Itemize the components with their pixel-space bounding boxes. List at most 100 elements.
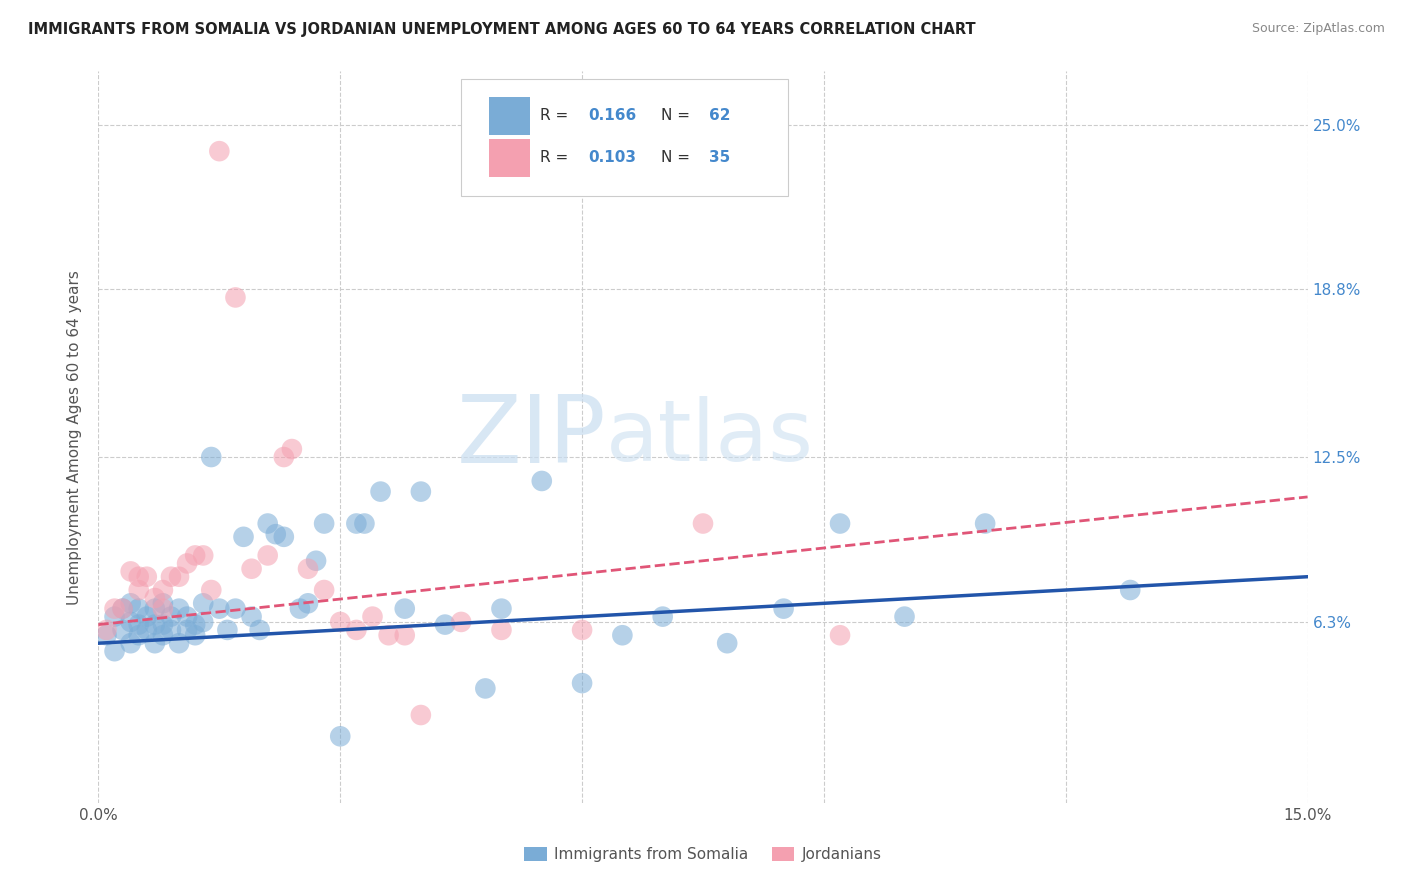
Point xyxy=(152,596,174,610)
Point xyxy=(135,570,157,584)
Point xyxy=(143,636,166,650)
Point xyxy=(281,442,304,456)
Point xyxy=(143,601,166,615)
Text: R =: R = xyxy=(540,109,572,123)
Point xyxy=(152,601,174,615)
Point xyxy=(409,484,432,499)
Point xyxy=(434,617,457,632)
Point xyxy=(249,623,271,637)
Point xyxy=(103,644,125,658)
Point xyxy=(329,729,352,743)
Point xyxy=(184,628,207,642)
Point xyxy=(651,609,673,624)
Point xyxy=(160,570,183,584)
Point xyxy=(491,623,513,637)
Point xyxy=(224,290,246,304)
Point xyxy=(128,601,150,615)
Text: 0.166: 0.166 xyxy=(588,109,637,123)
FancyBboxPatch shape xyxy=(489,138,530,177)
Point xyxy=(176,557,198,571)
Point xyxy=(344,623,367,637)
Point xyxy=(143,617,166,632)
Point xyxy=(217,623,239,637)
Point xyxy=(160,623,183,637)
Point xyxy=(184,549,207,563)
Point xyxy=(329,615,352,629)
Point xyxy=(96,623,118,637)
Point xyxy=(273,530,295,544)
Point xyxy=(571,676,593,690)
Point xyxy=(273,450,295,464)
Point xyxy=(111,601,134,615)
Text: 62: 62 xyxy=(709,109,731,123)
Text: N =: N = xyxy=(661,150,695,165)
Point xyxy=(370,484,392,499)
Y-axis label: Unemployment Among Ages 60 to 64 years: Unemployment Among Ages 60 to 64 years xyxy=(67,269,83,605)
Point xyxy=(176,623,198,637)
Point xyxy=(208,601,231,615)
Text: R =: R = xyxy=(540,150,572,165)
Point xyxy=(450,615,472,629)
Text: ZIP: ZIP xyxy=(457,391,606,483)
Point xyxy=(193,549,215,563)
Point xyxy=(377,628,399,642)
Point xyxy=(135,623,157,637)
Point xyxy=(297,562,319,576)
Point xyxy=(394,601,416,615)
Point xyxy=(240,609,263,624)
Point xyxy=(474,681,496,696)
Point xyxy=(828,516,851,531)
Point xyxy=(491,601,513,615)
Point xyxy=(828,628,851,642)
Text: N =: N = xyxy=(661,109,695,123)
Point xyxy=(571,623,593,637)
Point xyxy=(361,609,384,624)
Point xyxy=(353,516,375,531)
Point xyxy=(128,582,150,597)
Point xyxy=(1119,582,1142,597)
Point xyxy=(152,628,174,642)
Point xyxy=(193,596,215,610)
Point xyxy=(167,636,190,650)
Point xyxy=(152,617,174,632)
Point xyxy=(288,601,311,615)
Point xyxy=(128,617,150,632)
Point xyxy=(314,516,336,531)
Point xyxy=(314,582,336,597)
Point xyxy=(143,591,166,605)
Point xyxy=(160,609,183,624)
Point xyxy=(111,601,134,615)
Point xyxy=(394,628,416,642)
Point xyxy=(193,615,215,629)
Point xyxy=(256,516,278,531)
Point xyxy=(256,549,278,563)
Point xyxy=(167,570,190,584)
Text: 0.103: 0.103 xyxy=(588,150,636,165)
Point xyxy=(264,527,287,541)
Point xyxy=(120,565,142,579)
Point xyxy=(344,516,367,531)
Point xyxy=(692,516,714,531)
Point xyxy=(128,570,150,584)
Point xyxy=(612,628,634,642)
FancyBboxPatch shape xyxy=(461,78,787,195)
Point xyxy=(409,708,432,723)
Text: 35: 35 xyxy=(709,150,730,165)
Point xyxy=(893,609,915,624)
Text: Source: ZipAtlas.com: Source: ZipAtlas.com xyxy=(1251,22,1385,36)
Point xyxy=(224,601,246,615)
Point xyxy=(772,601,794,615)
Point xyxy=(128,628,150,642)
Point xyxy=(167,601,190,615)
Point xyxy=(135,609,157,624)
Point xyxy=(111,623,134,637)
Point xyxy=(297,596,319,610)
Point xyxy=(530,474,553,488)
Point xyxy=(716,636,738,650)
Point xyxy=(184,617,207,632)
Point xyxy=(232,530,254,544)
Point xyxy=(120,596,142,610)
Point xyxy=(200,450,222,464)
Point xyxy=(120,615,142,629)
Point xyxy=(120,636,142,650)
